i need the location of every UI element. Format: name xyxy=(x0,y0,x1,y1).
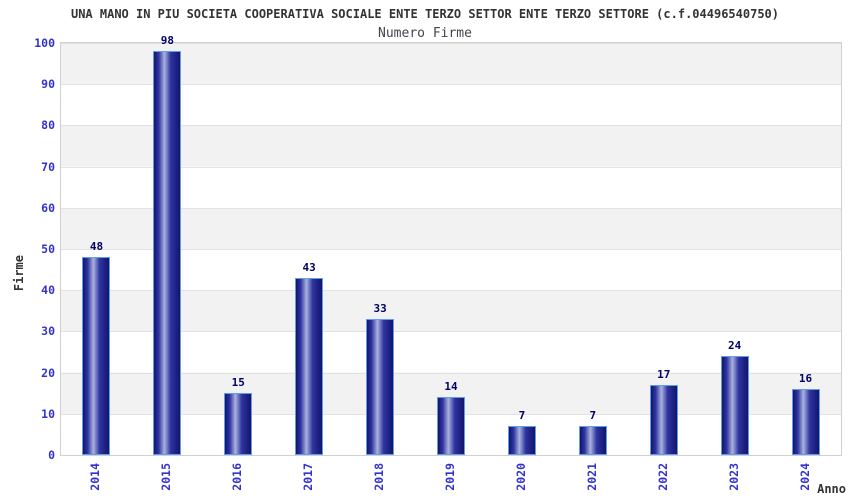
bar-value-label: 16 xyxy=(798,372,813,385)
gridline xyxy=(61,290,841,292)
bar xyxy=(437,397,465,455)
y-axis-title: Firme xyxy=(12,255,26,292)
y-tick-label: 50 xyxy=(41,242,55,256)
bar xyxy=(791,389,820,455)
x-tick-label: 2021 xyxy=(584,463,599,491)
plot-area: 48 98 15 43 33 14 7 7 17 24 16 xyxy=(60,34,842,456)
y-tick-label: 10 xyxy=(41,406,55,421)
gridline xyxy=(61,84,841,86)
y-tick-label: 100 xyxy=(34,36,55,50)
x-tick-label: 2018 xyxy=(372,463,387,491)
y-tick-label: 0 xyxy=(48,448,55,462)
y-tick-label: 60 xyxy=(41,200,55,215)
bar-value-label: 7 xyxy=(589,409,597,422)
y-tick-label: 70 xyxy=(41,159,55,174)
chart-title: UNA MANO IN PIU SOCIETA COOPERATIVA SOCI… xyxy=(70,7,779,21)
chart-subtitle: Numero Firme xyxy=(378,26,472,41)
gridline xyxy=(61,125,841,127)
y-tick-label: 30 xyxy=(41,324,55,339)
x-tick-label: 2016 xyxy=(230,463,245,491)
bar-value-label: 7 xyxy=(518,409,526,422)
bar xyxy=(507,426,536,455)
x-axis-title: Anno xyxy=(817,482,846,496)
x-tick-label: 2015 xyxy=(159,463,174,491)
bar-value-label: 17 xyxy=(657,368,671,381)
gridline xyxy=(61,166,841,168)
bar-value-label: 98 xyxy=(160,34,174,47)
gridline xyxy=(61,43,841,44)
bar xyxy=(649,385,678,455)
bar xyxy=(295,278,324,455)
bar-value-label: 24 xyxy=(728,339,742,352)
y-tick-label: 20 xyxy=(41,365,55,380)
bar xyxy=(578,426,607,455)
bar xyxy=(82,257,111,455)
x-tick-label: 2024 xyxy=(797,463,812,491)
x-tick-label: 2023 xyxy=(726,463,741,491)
y-tick-label: 80 xyxy=(41,118,55,133)
gridline xyxy=(61,249,841,250)
bar-value-label: 43 xyxy=(302,261,316,274)
gridline xyxy=(61,207,841,209)
bar-value-label: 48 xyxy=(89,240,104,253)
bar xyxy=(153,51,182,455)
gridline xyxy=(61,331,841,333)
bar xyxy=(720,356,749,455)
y-tick-label: 40 xyxy=(41,283,55,298)
y-tick-label: 90 xyxy=(41,77,55,92)
x-tick-label: 2022 xyxy=(655,463,670,491)
bar xyxy=(366,319,395,455)
bar-value-label: 15 xyxy=(231,376,245,389)
bar xyxy=(224,393,253,455)
bar-value-label: 33 xyxy=(373,302,387,315)
gridline xyxy=(61,372,841,374)
x-tick-label: 2019 xyxy=(443,463,457,491)
bar-value-label: 14 xyxy=(444,380,458,393)
x-tick-label: 2014 xyxy=(88,463,103,491)
x-tick-label: 2020 xyxy=(513,463,528,491)
x-tick-label: 2017 xyxy=(301,463,316,491)
